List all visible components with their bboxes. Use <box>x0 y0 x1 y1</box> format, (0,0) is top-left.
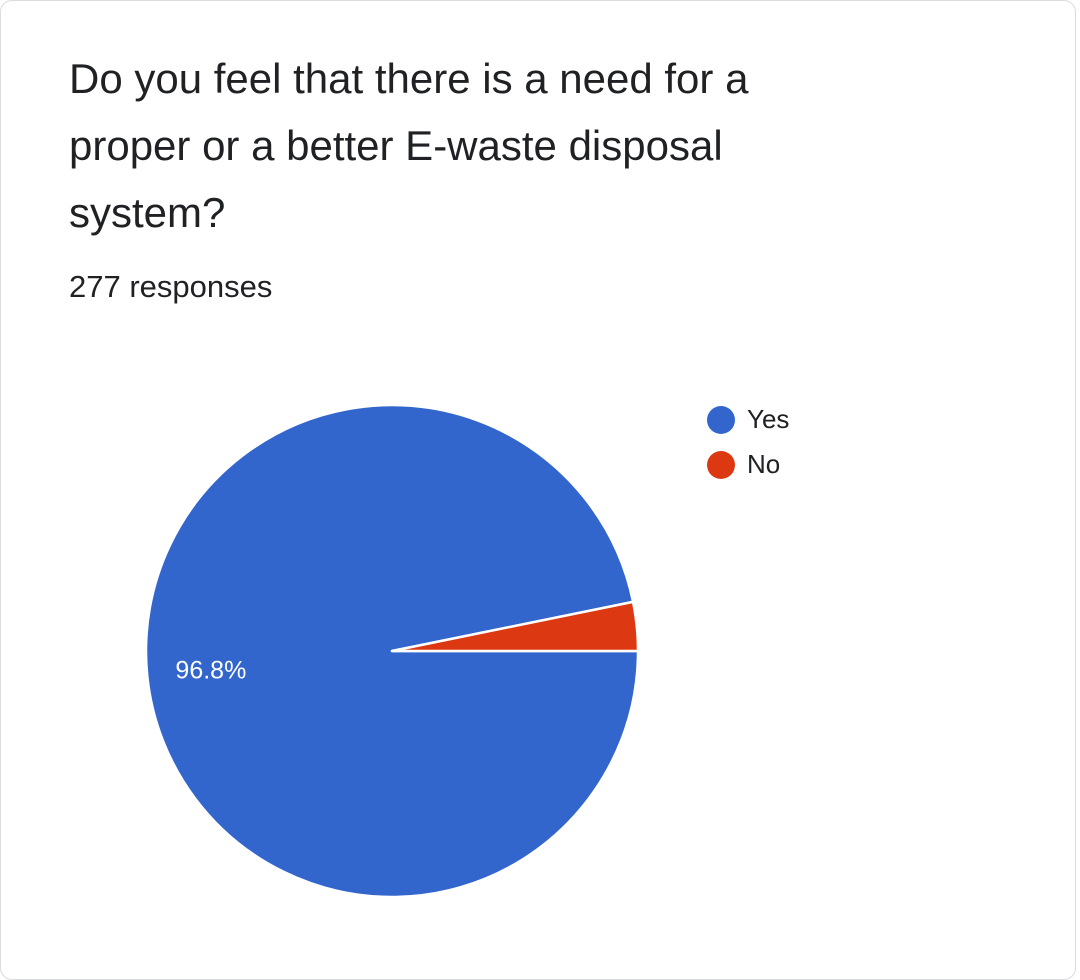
chart-legend: Yes No <box>707 397 789 487</box>
pie-data-label-yes: 96.8% <box>175 656 246 684</box>
question-title: Do you feel that there is a need for a p… <box>69 55 749 236</box>
pie-slice-no[interactable] <box>390 600 640 653</box>
legend-swatch-yes <box>707 405 735 434</box>
legend-label-yes: Yes <box>747 404 790 434</box>
response-count: 277 responses <box>69 269 273 304</box>
legend-label-no: No <box>747 449 781 479</box>
legend-swatch-no <box>707 450 735 479</box>
legend-item-no[interactable]: No <box>707 442 789 487</box>
legend-item-yes[interactable]: Yes <box>707 397 789 442</box>
